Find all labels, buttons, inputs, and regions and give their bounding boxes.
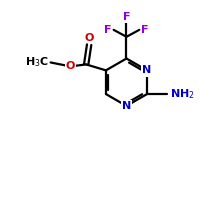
Text: F: F bbox=[123, 12, 130, 22]
Text: H$_3$C: H$_3$C bbox=[25, 56, 49, 69]
Text: F: F bbox=[141, 25, 149, 35]
Text: N: N bbox=[142, 65, 152, 75]
Text: NH$_2$: NH$_2$ bbox=[170, 87, 194, 101]
Text: N: N bbox=[122, 101, 131, 111]
Text: F: F bbox=[104, 25, 112, 35]
Text: O: O bbox=[84, 33, 94, 43]
Text: O: O bbox=[66, 61, 75, 71]
